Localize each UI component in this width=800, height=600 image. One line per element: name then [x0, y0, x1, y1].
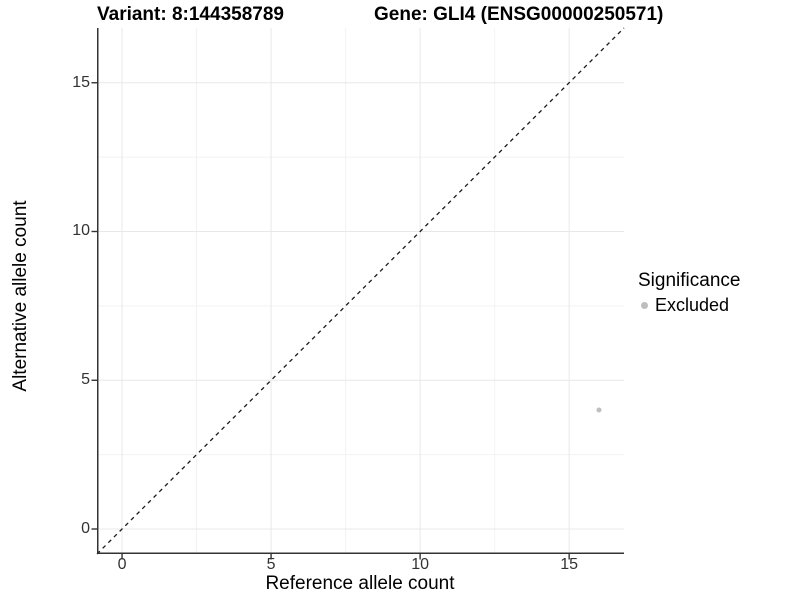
legend-item-label: Excluded	[655, 295, 730, 315]
x-axis-title: Reference allele count	[265, 573, 455, 594]
y-axis-title: Alternative allele count	[10, 200, 31, 392]
scatter-plot-canvas	[91, 27, 625, 560]
gene-title: Gene: GLI4 (ENSG00000250571)	[374, 4, 664, 25]
y-tick-label: 15	[72, 73, 90, 91]
legend-key-dot-icon	[641, 302, 648, 309]
y-tick-label: 10	[72, 222, 90, 240]
x-tick-label: 5	[266, 556, 276, 573]
x-tick-label: 10	[411, 556, 430, 573]
plot-panel	[91, 27, 625, 560]
legend-item: Excluded	[638, 295, 740, 316]
legend-items: Excluded	[638, 295, 740, 316]
variant-title: Variant: 8:144358789	[97, 4, 284, 25]
x-tick-label: 15	[560, 556, 579, 573]
legend-title: Significance	[638, 270, 741, 291]
x-tick-label: 0	[117, 556, 127, 573]
legend: Significance Excluded	[638, 270, 740, 316]
data-point	[596, 407, 602, 413]
y-tick-label: 0	[81, 520, 90, 537]
identity-reference-line	[96, 27, 625, 555]
y-tick-label: 5	[81, 371, 90, 389]
